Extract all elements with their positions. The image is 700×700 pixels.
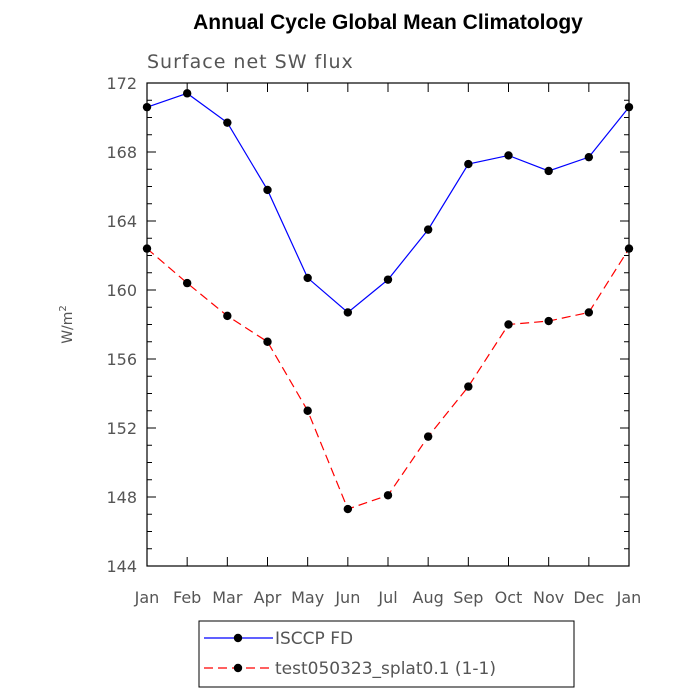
series-1-point [343, 308, 353, 317]
y-tick-label: 160 [106, 281, 137, 300]
legend-marker-2 [233, 663, 243, 673]
series-2-point [263, 337, 272, 346]
legend-label-2: test050323_splat0.1 (1-1) [275, 659, 496, 679]
series-1-point [624, 102, 634, 112]
series-2-point [182, 278, 192, 288]
y-tick-label: 164 [106, 212, 137, 231]
series-2-point [584, 308, 594, 317]
series-2-point [624, 244, 634, 253]
series-1-point [584, 152, 594, 162]
legend: ISCCP FD test050323_splat0.1 (1-1) [198, 620, 575, 688]
x-tick-label: Feb [173, 588, 201, 607]
series-1-point [303, 273, 312, 283]
y-tick-label: 148 [106, 488, 137, 507]
x-tick-label: Apr [254, 588, 282, 607]
y-axis-label-superscript: 2 [58, 305, 69, 311]
series-line-2 [146, 248, 630, 510]
x-tick-label: Sep [453, 588, 483, 607]
y-tick-label: 156 [106, 350, 137, 369]
series-2-point [142, 244, 152, 253]
series-1-point [142, 102, 152, 112]
x-tick-label: Jan [134, 588, 160, 607]
series-1-point [544, 166, 553, 176]
series-2-point [423, 432, 433, 441]
series-2-point [303, 406, 312, 415]
x-tick-label: Jul [377, 588, 397, 607]
plot-area: 144 148 152 156 160 164 168 172 Jan Feb Mar Apr May J… [58, 74, 641, 607]
y-tick-label: 152 [106, 419, 137, 438]
y-tick-label: 168 [106, 143, 137, 162]
series-1-point [223, 118, 232, 127]
x-tick-label: Dec [573, 588, 604, 607]
series-1-point [383, 275, 393, 284]
chart-title: Annual Cycle Global Mean Climatology [193, 11, 583, 34]
x-tick-label: Aug [413, 588, 444, 607]
series-1-point [504, 151, 513, 160]
x-tick-label: Jan [616, 588, 642, 607]
chart-subtitle: Surface net SW flux [147, 51, 354, 73]
y-tick-label: 172 [106, 74, 137, 93]
x-tick-label: May [291, 588, 324, 607]
legend-label-1: ISCCP FD [275, 629, 353, 649]
series-2-point [383, 491, 393, 500]
series-1-point [464, 159, 473, 169]
legend-box [198, 620, 575, 688]
series-2-point [464, 382, 473, 391]
series-2-point [544, 316, 553, 326]
y-axis-label-text: W/m [60, 312, 76, 344]
legend-marker-1 [233, 633, 243, 643]
series-2-point [343, 504, 353, 514]
y-axis-label: W/m2 [58, 305, 76, 344]
series-2-point [223, 311, 232, 321]
x-tick-label: Oct [495, 588, 523, 607]
series-1-point [182, 89, 192, 98]
x-tick-label: Mar [212, 588, 243, 607]
x-tick-label: Jun [334, 588, 360, 607]
series-1-point [263, 185, 272, 195]
series-2-point [504, 320, 513, 329]
x-tick-label: Nov [533, 588, 564, 607]
series-1-point [423, 225, 433, 234]
y-tick-label: 144 [106, 557, 137, 576]
